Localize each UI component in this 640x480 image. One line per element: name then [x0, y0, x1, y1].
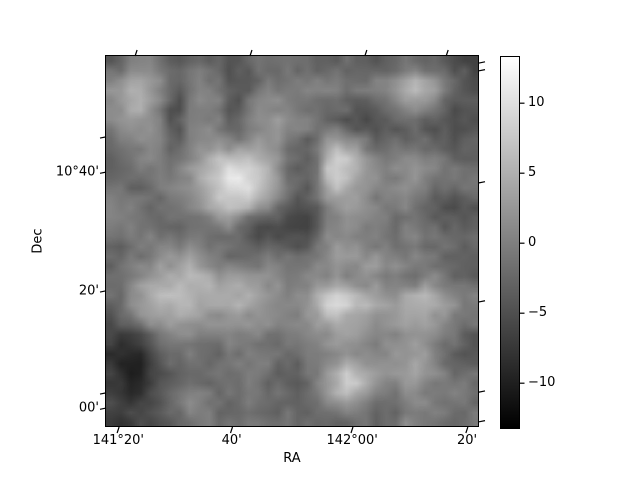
tick-mark: [478, 181, 486, 184]
y-tick-label: 00': [78, 400, 99, 416]
tick-mark: [478, 390, 486, 393]
x-tick-label: 141°20': [92, 433, 145, 448]
tick-mark: [478, 61, 486, 64]
colorbar-tick-label: 0: [528, 234, 537, 250]
y-tick-label: 20': [78, 283, 99, 299]
y-tick-label: 10°40': [55, 164, 99, 180]
colorbar-tick-label: 10: [528, 94, 545, 110]
colorbar-tick-label: −10: [528, 374, 556, 390]
x-tick-label: 40': [221, 433, 242, 448]
x-tick-label: 20': [457, 433, 478, 448]
tick-mark: [478, 69, 486, 72]
sky-map-image: [106, 56, 479, 427]
x-axis-label: RA: [283, 451, 301, 466]
tick-mark: [478, 300, 486, 303]
colorbar-gradient: [501, 57, 520, 428]
x-tick-label: 142°00': [326, 433, 378, 448]
colorbar-tick-label: 5: [528, 164, 537, 180]
y-axis-label: Dec: [30, 228, 46, 254]
colorbar-tick-label: −5: [528, 304, 548, 320]
tick-mark: [478, 420, 486, 423]
